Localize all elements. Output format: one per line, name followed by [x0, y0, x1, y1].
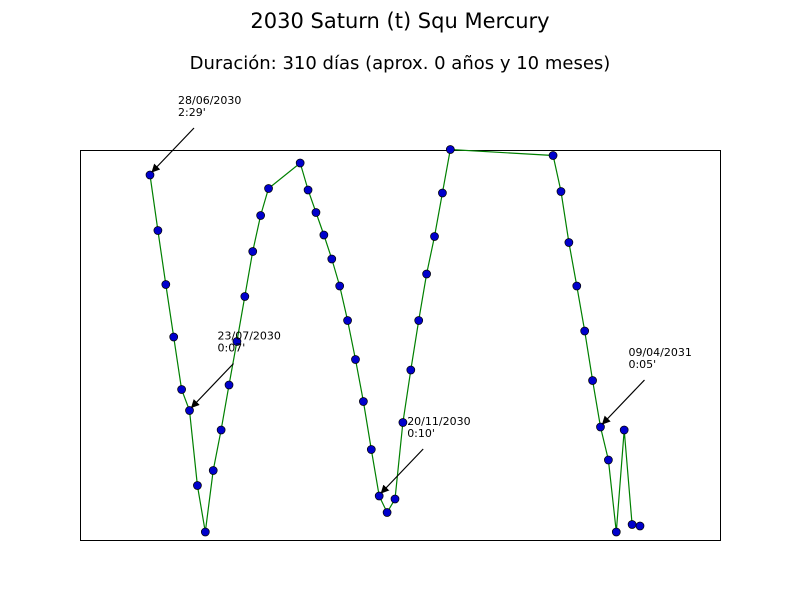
data-point — [414, 316, 424, 325]
data-point — [208, 466, 218, 475]
data-point — [366, 445, 376, 454]
data-point — [193, 481, 202, 490]
annotation-value: 0:07' — [218, 342, 246, 355]
data-point — [319, 230, 329, 240]
series-line — [149, 148, 641, 533]
data-point — [604, 455, 613, 465]
data-point — [153, 226, 163, 235]
data-point — [596, 422, 605, 432]
data-point — [303, 185, 313, 195]
data-point — [556, 187, 566, 196]
annotation-value: 0:10' — [407, 427, 435, 440]
annotation-date: 28/06/2030 — [178, 94, 241, 107]
data-point — [438, 188, 447, 198]
annotation-arrow — [601, 379, 645, 425]
data-point — [264, 184, 273, 193]
annotation-arrow — [151, 127, 195, 173]
annotation-date: 09/04/2031 — [628, 346, 691, 359]
data-point — [406, 365, 416, 375]
data-point — [627, 520, 637, 529]
data-point — [382, 508, 392, 517]
annotation-value: 0:05' — [628, 358, 656, 371]
data-point — [161, 280, 171, 289]
data-point — [430, 232, 439, 241]
data-point — [398, 418, 408, 427]
data-point — [572, 281, 582, 291]
data-point — [200, 527, 210, 537]
data-point — [327, 254, 337, 264]
data-point — [580, 326, 590, 336]
annotation-arrow — [190, 363, 234, 409]
annotation-value: 2:29' — [178, 106, 206, 119]
data-point — [248, 247, 258, 256]
data-point — [611, 527, 621, 537]
data-point — [216, 425, 226, 435]
data-point — [445, 145, 455, 154]
chart-subtitle: Duración: 310 días (aprox. 0 años y 10 m… — [190, 53, 611, 74]
chart-title: 2030 Saturn (t) Squ Mercury — [250, 9, 549, 33]
data-point — [422, 269, 431, 279]
data-point — [548, 151, 558, 160]
data-point — [335, 281, 345, 291]
data-point — [564, 238, 574, 247]
data-point — [635, 521, 645, 531]
annotation-date: 20/11/2030 — [407, 415, 470, 428]
data-point — [311, 208, 321, 217]
data-point — [359, 397, 368, 406]
data-point — [185, 406, 194, 415]
data-point — [374, 491, 384, 501]
data-point — [232, 337, 242, 346]
series-markers — [145, 145, 645, 537]
data-point — [169, 332, 179, 342]
data-point — [588, 376, 597, 385]
data-point — [145, 170, 155, 180]
annotation-arrow — [380, 448, 424, 494]
data-point — [295, 158, 305, 168]
data-point — [256, 211, 265, 220]
data-point — [177, 385, 186, 394]
plot-area — [80, 150, 721, 541]
data-point — [343, 316, 352, 325]
data-point — [351, 355, 360, 364]
data-point — [224, 380, 234, 390]
data-point — [240, 292, 250, 301]
annotation-date: 23/07/2030 — [218, 330, 281, 343]
data-point — [619, 425, 629, 435]
data-point — [390, 494, 400, 504]
